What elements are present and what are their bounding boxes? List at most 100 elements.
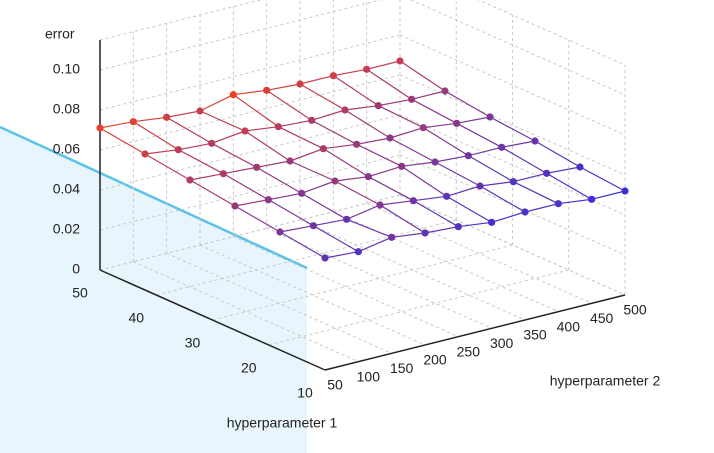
y-tick-label: 200 [423, 352, 447, 368]
surface-edge [313, 225, 359, 253]
surface-edge [389, 127, 424, 139]
surface-point [388, 233, 396, 241]
surface-edge [491, 211, 526, 223]
surface-edge [266, 89, 312, 121]
surface-edge [266, 83, 301, 91]
surface-edge [489, 116, 536, 142]
overlay-line [0, 125, 308, 270]
surface-point [321, 254, 329, 262]
y-tick-label: 250 [457, 343, 481, 359]
surface-edge [423, 127, 469, 157]
surface-edge [299, 83, 346, 111]
surface-edge [199, 94, 234, 112]
surface-edge [289, 148, 324, 162]
surface-point [274, 123, 282, 131]
surface-edge [468, 146, 502, 157]
surface-edge [299, 75, 334, 85]
surface-point [621, 187, 629, 195]
surface-edge [546, 166, 581, 174]
surface-edge [301, 180, 336, 194]
surface-point [476, 182, 484, 190]
surface-edge [178, 142, 212, 151]
x-tick-label: 50 [72, 285, 88, 301]
x-axis [99, 269, 326, 371]
surface-point [298, 189, 306, 197]
surface-point [229, 91, 237, 99]
surface-point [353, 140, 361, 148]
surface-edge [379, 204, 426, 234]
surface-point [319, 145, 327, 153]
surface-edge [346, 204, 381, 220]
surface-edge [334, 176, 369, 182]
surface-edge [346, 218, 392, 238]
grid-line [133, 261, 359, 363]
surface-edge [479, 185, 526, 213]
surface-point [219, 170, 227, 178]
x-tick-label: 40 [128, 310, 144, 326]
surface-edge [558, 198, 592, 205]
surface-edge [279, 225, 314, 233]
surface-edge [456, 122, 502, 148]
surface-edge [333, 68, 367, 77]
surface-point [441, 87, 449, 95]
y-tick-label: 400 [557, 318, 581, 334]
surface-edge [434, 155, 469, 163]
surface-point [331, 177, 339, 185]
surface-edge [399, 60, 446, 92]
y-tick-label: 450 [590, 310, 614, 326]
surface-edge [479, 181, 514, 187]
surface-edge [434, 161, 481, 187]
y-tick-label: 300 [490, 335, 514, 351]
surface-edge [166, 110, 201, 118]
surface-point [386, 134, 394, 142]
grid-line [266, 227, 492, 329]
surface-edge [446, 185, 481, 197]
y-tick-label: 500 [623, 302, 647, 318]
surface-point [163, 113, 171, 121]
surface-point [264, 196, 272, 204]
surface-edge [366, 68, 412, 100]
z-tick-label: 0.02 [53, 221, 80, 237]
surface-edge [401, 161, 436, 167]
surface-edge [378, 105, 424, 129]
surface-edge [313, 218, 347, 227]
surface-point [174, 146, 182, 154]
surface-edge [546, 172, 592, 200]
z-tick-label: 0.06 [53, 141, 80, 157]
y-tick-label: 100 [357, 368, 381, 384]
surface-edge [278, 119, 312, 128]
surface-edge [468, 155, 514, 183]
surface-point [576, 163, 584, 171]
surface-edge [189, 179, 236, 207]
surface-edge [244, 126, 279, 132]
surface-edge [591, 190, 626, 200]
surface-point [454, 223, 462, 231]
surface-point [374, 102, 382, 110]
surface-point [141, 150, 149, 158]
surface-edge [233, 89, 267, 96]
grid-line [99, 34, 401, 111]
z-tick-label: 0.08 [53, 101, 80, 117]
surface-edge [501, 140, 536, 148]
surface-point [543, 169, 551, 177]
surface-edge [368, 165, 402, 178]
surface-edge [199, 110, 246, 132]
surface-point [129, 118, 137, 126]
surface-edge [344, 105, 379, 111]
surface-point [276, 228, 284, 236]
surface-point [208, 139, 216, 147]
surface-edge [391, 232, 426, 238]
surface-point [521, 208, 529, 216]
x-tick-label: 20 [241, 360, 257, 376]
surface-point [354, 248, 362, 256]
y-axis-title: hyperparameter 2 [550, 373, 661, 389]
surface-point [241, 127, 249, 135]
surface-edge [178, 149, 224, 175]
surface-edge [311, 109, 346, 121]
surface-edge [223, 173, 269, 201]
surface-point [408, 95, 416, 103]
grid-line [366, 202, 592, 304]
surface-point [409, 197, 417, 205]
grid-line [166, 252, 392, 354]
